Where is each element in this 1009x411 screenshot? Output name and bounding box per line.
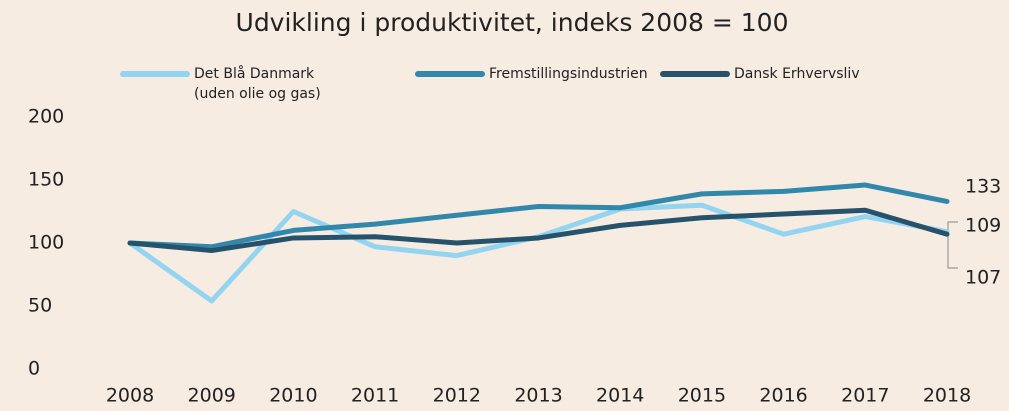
- legend-item: Dansk Erhvervsliv: [660, 64, 860, 84]
- legend-label: Fremstillingsindustrien: [489, 66, 648, 82]
- y-tick-label: 50: [28, 295, 52, 317]
- legend-item: Det Blå Danmark (uden olie og gas): [120, 64, 321, 104]
- end-label: 109: [965, 215, 1001, 237]
- x-tick-label: 2018: [923, 385, 971, 407]
- series-line: [127, 202, 950, 304]
- legend-swatch: [660, 71, 730, 77]
- x-tick-label: 2012: [433, 385, 481, 407]
- y-tick-label: 100: [28, 232, 64, 254]
- legend-swatch: [120, 71, 190, 77]
- y-tick-label: 200: [28, 106, 64, 128]
- x-tick-label: 2013: [514, 385, 562, 407]
- series-line: [127, 182, 950, 250]
- legend-item: Fremstillingsindustrien: [415, 64, 648, 84]
- legend-swatch: [415, 71, 485, 77]
- x-tick-label: 2009: [188, 385, 236, 407]
- end-label: 133: [965, 176, 1001, 198]
- series-line: [127, 207, 950, 254]
- legend-label: Dansk Erhvervsliv: [734, 66, 860, 82]
- end-label: 107: [965, 267, 1001, 289]
- x-tick-label: 2011: [351, 385, 399, 407]
- label-bracket: [947, 221, 958, 269]
- x-tick-label: 2008: [106, 385, 154, 407]
- chart-title: Udvikling i produktivitet, indeks 2008 =…: [236, 8, 789, 37]
- x-tick-label: 2010: [269, 385, 317, 407]
- x-tick-label: 2016: [759, 385, 807, 407]
- legend-label: Det Blå Danmark (uden olie og gas): [194, 66, 321, 102]
- legend: Det Blå Danmark (uden olie og gas) Fremst…: [0, 64, 1009, 124]
- x-tick-label: 2015: [678, 385, 726, 407]
- x-tick-label: 2017: [841, 385, 889, 407]
- y-tick-label: 0: [28, 358, 40, 380]
- x-tick-label: 2014: [596, 385, 644, 407]
- y-tick-label: 150: [28, 169, 64, 191]
